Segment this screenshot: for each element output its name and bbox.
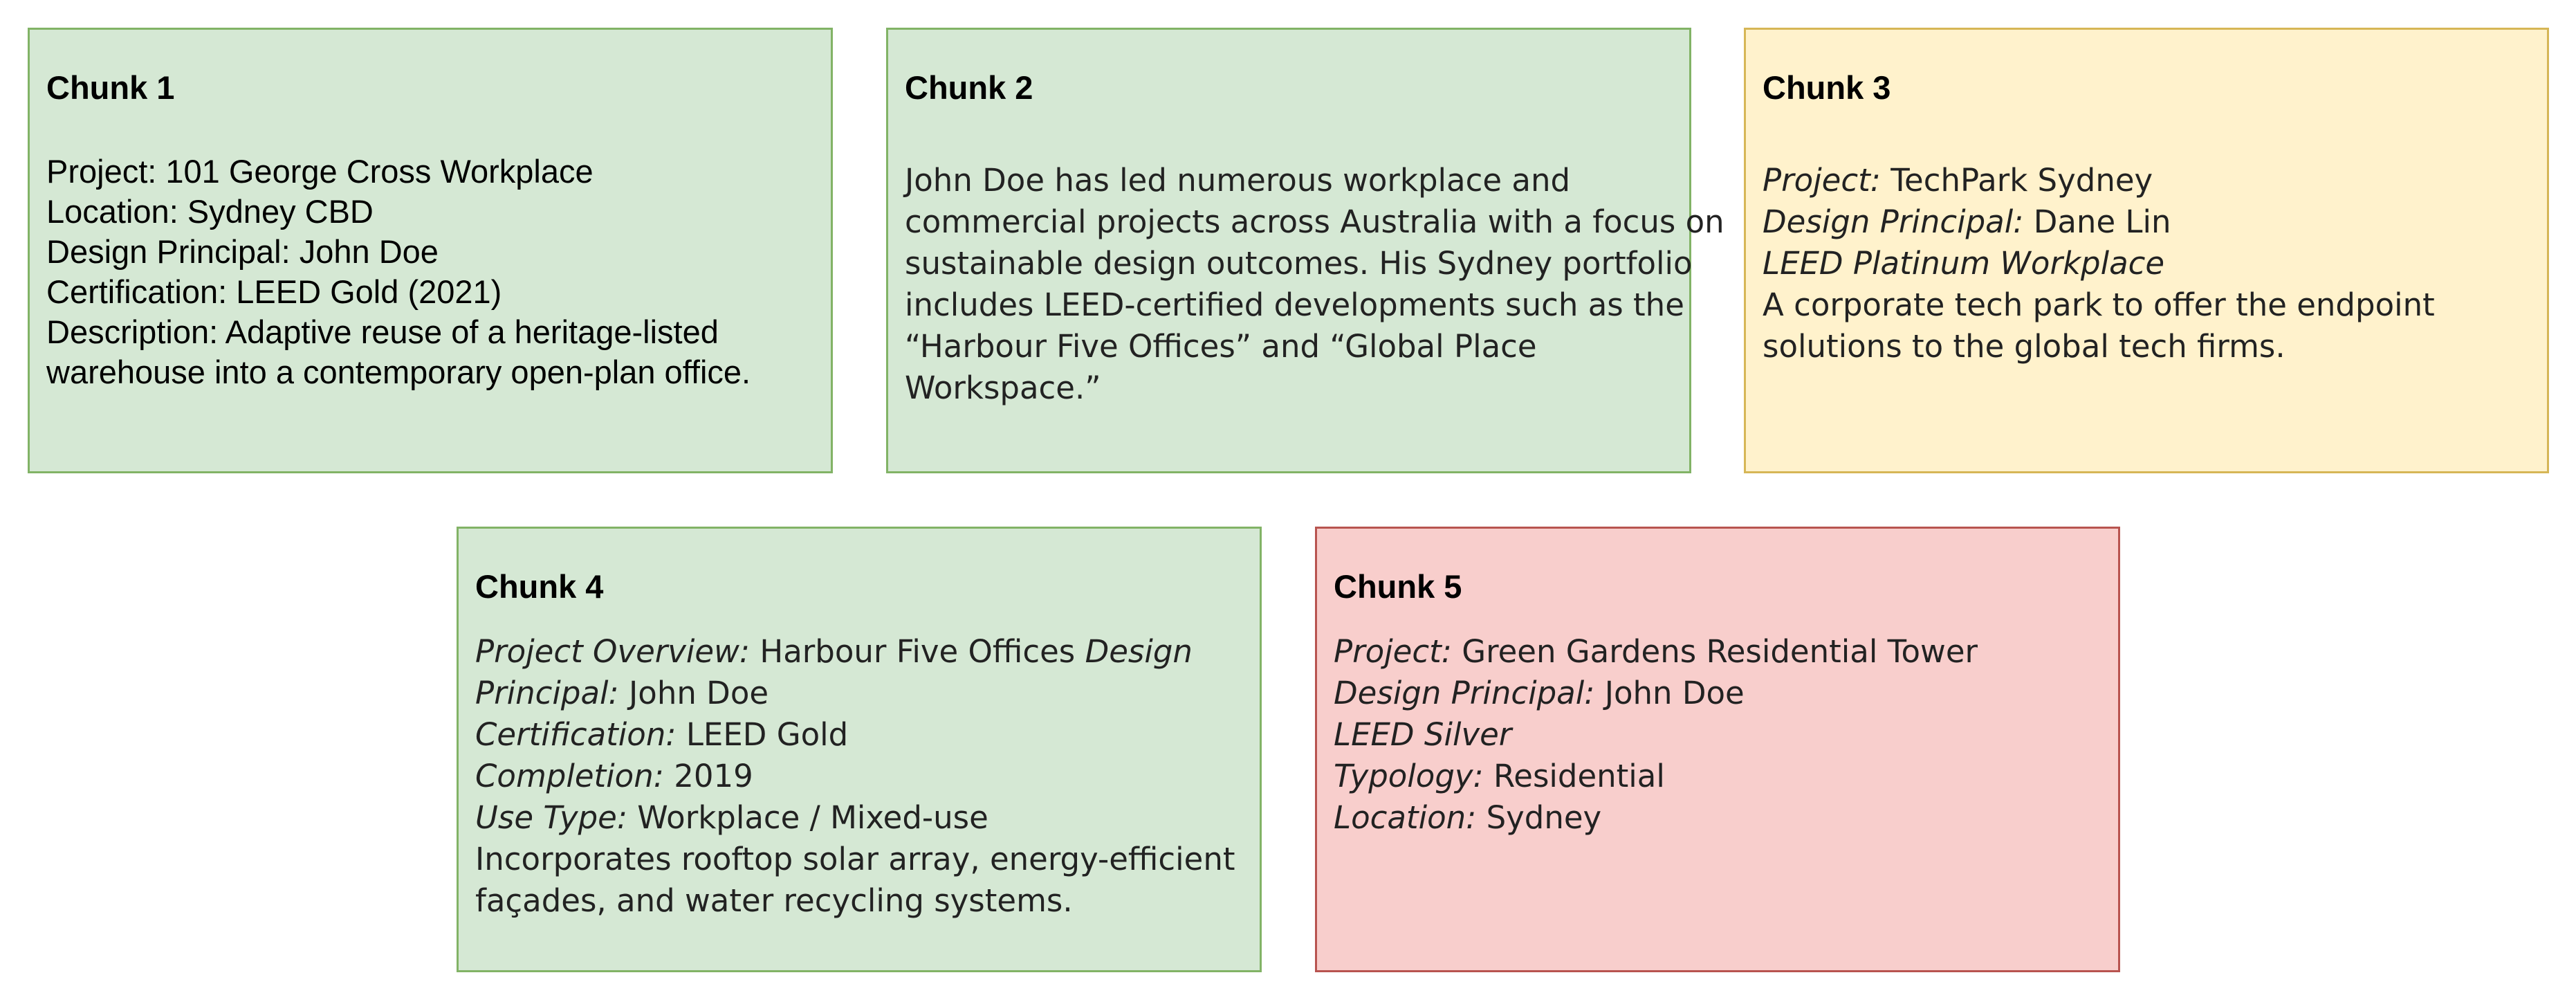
chunk-3-line-leed: LEED Platinum Workplace [1763,245,2165,282]
chunk-3-line-desc-2: solutions to the global tech firms. [1763,328,2285,365]
chunk-2-line-4: includes LEED-certified developments suc… [905,286,1684,323]
chunk-5-line-project: Project: Green Gardens Residential Tower [1334,631,2106,673]
chunk-5-location-value: Sydney [1476,799,1602,836]
chunk-4-line-completion: Completion: 2019 [475,756,1247,797]
chunk-3-project-label: Project: [1763,162,1881,199]
chunk-2-line-5: “Harbour Five Offices” and “Global Place [905,328,1537,365]
chunk-5-line-principal: Design Principal: John Doe [1334,673,2106,714]
chunk-2-box: Chunk 2 John Doe has led numerous workpl… [886,28,1724,473]
chunk-2-line-6: Workspace.” [905,370,1101,406]
chunk-5-location-label: Location: [1334,799,1477,836]
chunk-4-title: Chunk 4 [475,568,604,605]
chunk-5-line-leed: LEED Silver [1334,716,1512,753]
chunk-1-line-description: Description: Adaptive reuse of a heritag… [46,313,719,350]
chunk-1-box: Chunk 1 Project: 101 George Cross Workpl… [28,28,833,473]
chunk-2-line-3: sustainable design outcomes. His Sydney … [905,245,1693,282]
chunk-2-body: John Doe has led numerous workplace and … [905,160,1724,409]
chunk-3-line-project: Project: TechPark Sydney [1763,160,2534,201]
chunk-3-line-principal: Design Principal: Dane Lin [1763,201,2534,243]
chunk-1-title: Chunk 1 [46,69,175,106]
chunk-4-line-use-type: Use Type: Workplace / Mixed-use [475,797,1247,839]
chunk-5-typology-value: Residential [1483,758,1665,794]
chunk-5-typology-label: Typology: [1334,758,1484,794]
chunk-2-line-1: John Doe has led numerous workplace and [905,162,1571,199]
chunk-4-box: Chunk 4 Project Overview: Harbour Five O… [457,527,1262,972]
chunk-4-design-word: Design [1085,633,1193,670]
chunk-4-line-desc-2: façades, and water recycling systems. [475,882,1073,919]
chunk-1-body: Project: 101 George Cross Workplace Loca… [46,152,818,392]
chunk-5-line-typology: Typology: Residential [1334,756,2106,797]
chunk-2-title: Chunk 2 [905,69,1033,106]
chunk-3-principal-label: Design Principal: [1763,203,2024,240]
chunk-5-title: Chunk 5 [1334,568,1462,605]
chunk-5-principal-label: Design Principal: [1334,675,1595,711]
chunk-5-line-location: Location: Sydney [1334,797,2106,839]
chunk-3-line-desc-1: A corporate tech park to offer the endpo… [1763,286,2435,323]
chunk-4-cert-label: Certification: [475,716,677,753]
chunk-3-principal-value: Dane Lin [2023,203,2171,240]
chunk-4-body: Project Overview: Harbour Five Offices D… [475,631,1247,922]
chunk-3-title: Chunk 3 [1763,69,1891,106]
chunk-5-principal-value: John Doe [1594,675,1745,711]
chunk-5-box: Chunk 5 Project: Green Gardens Residenti… [1315,527,2120,972]
chunk-4-cert-value: LEED Gold [676,716,849,753]
chunk-5-project-value: Green Gardens Residential Tower [1451,633,1978,670]
chunk-2-line-2: commercial projects across Australia wit… [905,203,1724,240]
chunk-4-principal-value: John Doe [618,675,769,711]
chunk-4-completion-value: 2019 [663,758,753,794]
chunk-4-use-value: Workplace / Mixed-use [627,799,988,836]
chunk-4-completion-label: Completion: [475,758,664,794]
chunk-4-line-overview: Project Overview: Harbour Five Offices D… [475,631,1247,673]
chunk-3-box: Chunk 3 Project: TechPark Sydney Design … [1744,28,2549,473]
chunk-1-line-description-cont: warehouse into a contemporary open-plan … [46,354,751,390]
chunk-4-overview-label: Project Overview: [475,633,751,670]
chunk-4-line-desc-1: Incorporates rooftop solar array, energy… [475,841,1235,877]
chunk-1-line-principal: Design Principal: John Doe [46,233,439,270]
chunk-4-principal-label: Principal: [475,675,619,711]
chunk-1-line-project: Project: 101 George Cross Workplace [46,153,594,190]
chunk-5-project-label: Project: [1334,633,1452,670]
chunk-5-body: Project: Green Gardens Residential Tower… [1334,631,2106,839]
chunk-3-project-value: TechPark Sydney [1880,162,2153,199]
chunk-3-body: Project: TechPark Sydney Design Principa… [1763,160,2534,367]
chunk-4-overview-value: Harbour Five Offices [750,633,1085,670]
chunk-4-use-label: Use Type: [475,799,627,836]
chunk-4-line-principal: Principal: John Doe [475,673,1247,714]
chunk-1-line-certification: Certification: LEED Gold (2021) [46,273,502,310]
chunk-1-line-location: Location: Sydney CBD [46,193,374,230]
chunk-4-line-certification: Certification: LEED Gold [475,714,1247,756]
